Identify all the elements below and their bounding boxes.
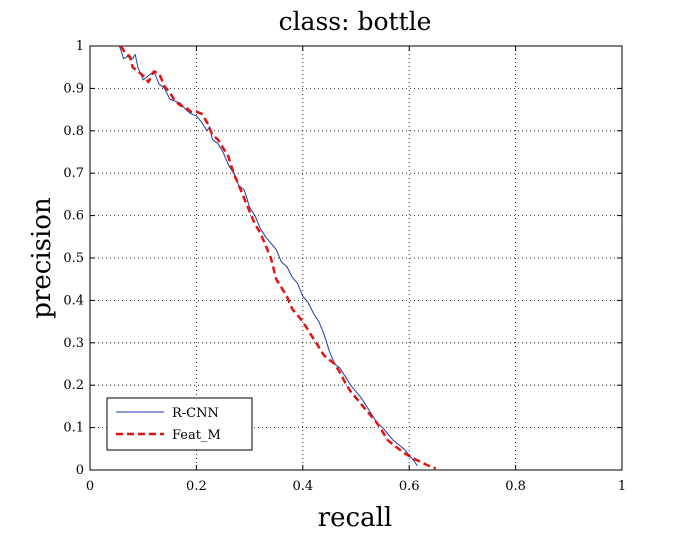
y-tick-label: 0.5 xyxy=(63,251,84,266)
y-tick-label: 0.2 xyxy=(63,378,84,393)
y-axis-label: precision xyxy=(27,197,57,319)
legend-label-feat-m: Feat_M xyxy=(172,428,221,443)
y-tick-label: 0.8 xyxy=(63,124,84,139)
series-line-feat-m xyxy=(119,45,437,470)
series-lines xyxy=(118,45,437,470)
grid xyxy=(90,46,622,470)
x-tick-label: 0.4 xyxy=(292,479,313,494)
y-tick-label: 0.4 xyxy=(63,293,84,308)
x-axis-label: recall xyxy=(318,503,393,533)
y-tick-label: 0.6 xyxy=(63,209,84,224)
y-tick-label: 0.1 xyxy=(63,421,84,436)
series-line-r-cnn xyxy=(118,45,418,467)
x-tick-label: 0 xyxy=(86,479,94,494)
axis-ticks: 0 0.2 0.4 0.6 0.8 1 0 0.1 0.2 0.3 0.4 0.5 0.6 0.7 0.8 0… xyxy=(63,39,626,494)
y-tick-label: 0.7 xyxy=(63,166,84,181)
legend-box xyxy=(106,397,253,451)
y-tick-label: 1 xyxy=(76,39,84,54)
x-tick-label: 0.6 xyxy=(399,479,420,494)
legend-label-r-cnn: R-CNN xyxy=(172,406,219,421)
x-tick-label: 0.8 xyxy=(505,479,526,494)
y-tick-label: 0.9 xyxy=(63,81,84,96)
x-tick-label: 1 xyxy=(618,479,626,494)
chart-title: class: bottle xyxy=(279,7,432,36)
x-tick-label: 0.2 xyxy=(186,479,207,494)
legend: R-CNN Feat_M xyxy=(106,397,253,451)
y-tick-label: 0.3 xyxy=(63,336,84,351)
y-tick-label: 0 xyxy=(76,463,84,478)
